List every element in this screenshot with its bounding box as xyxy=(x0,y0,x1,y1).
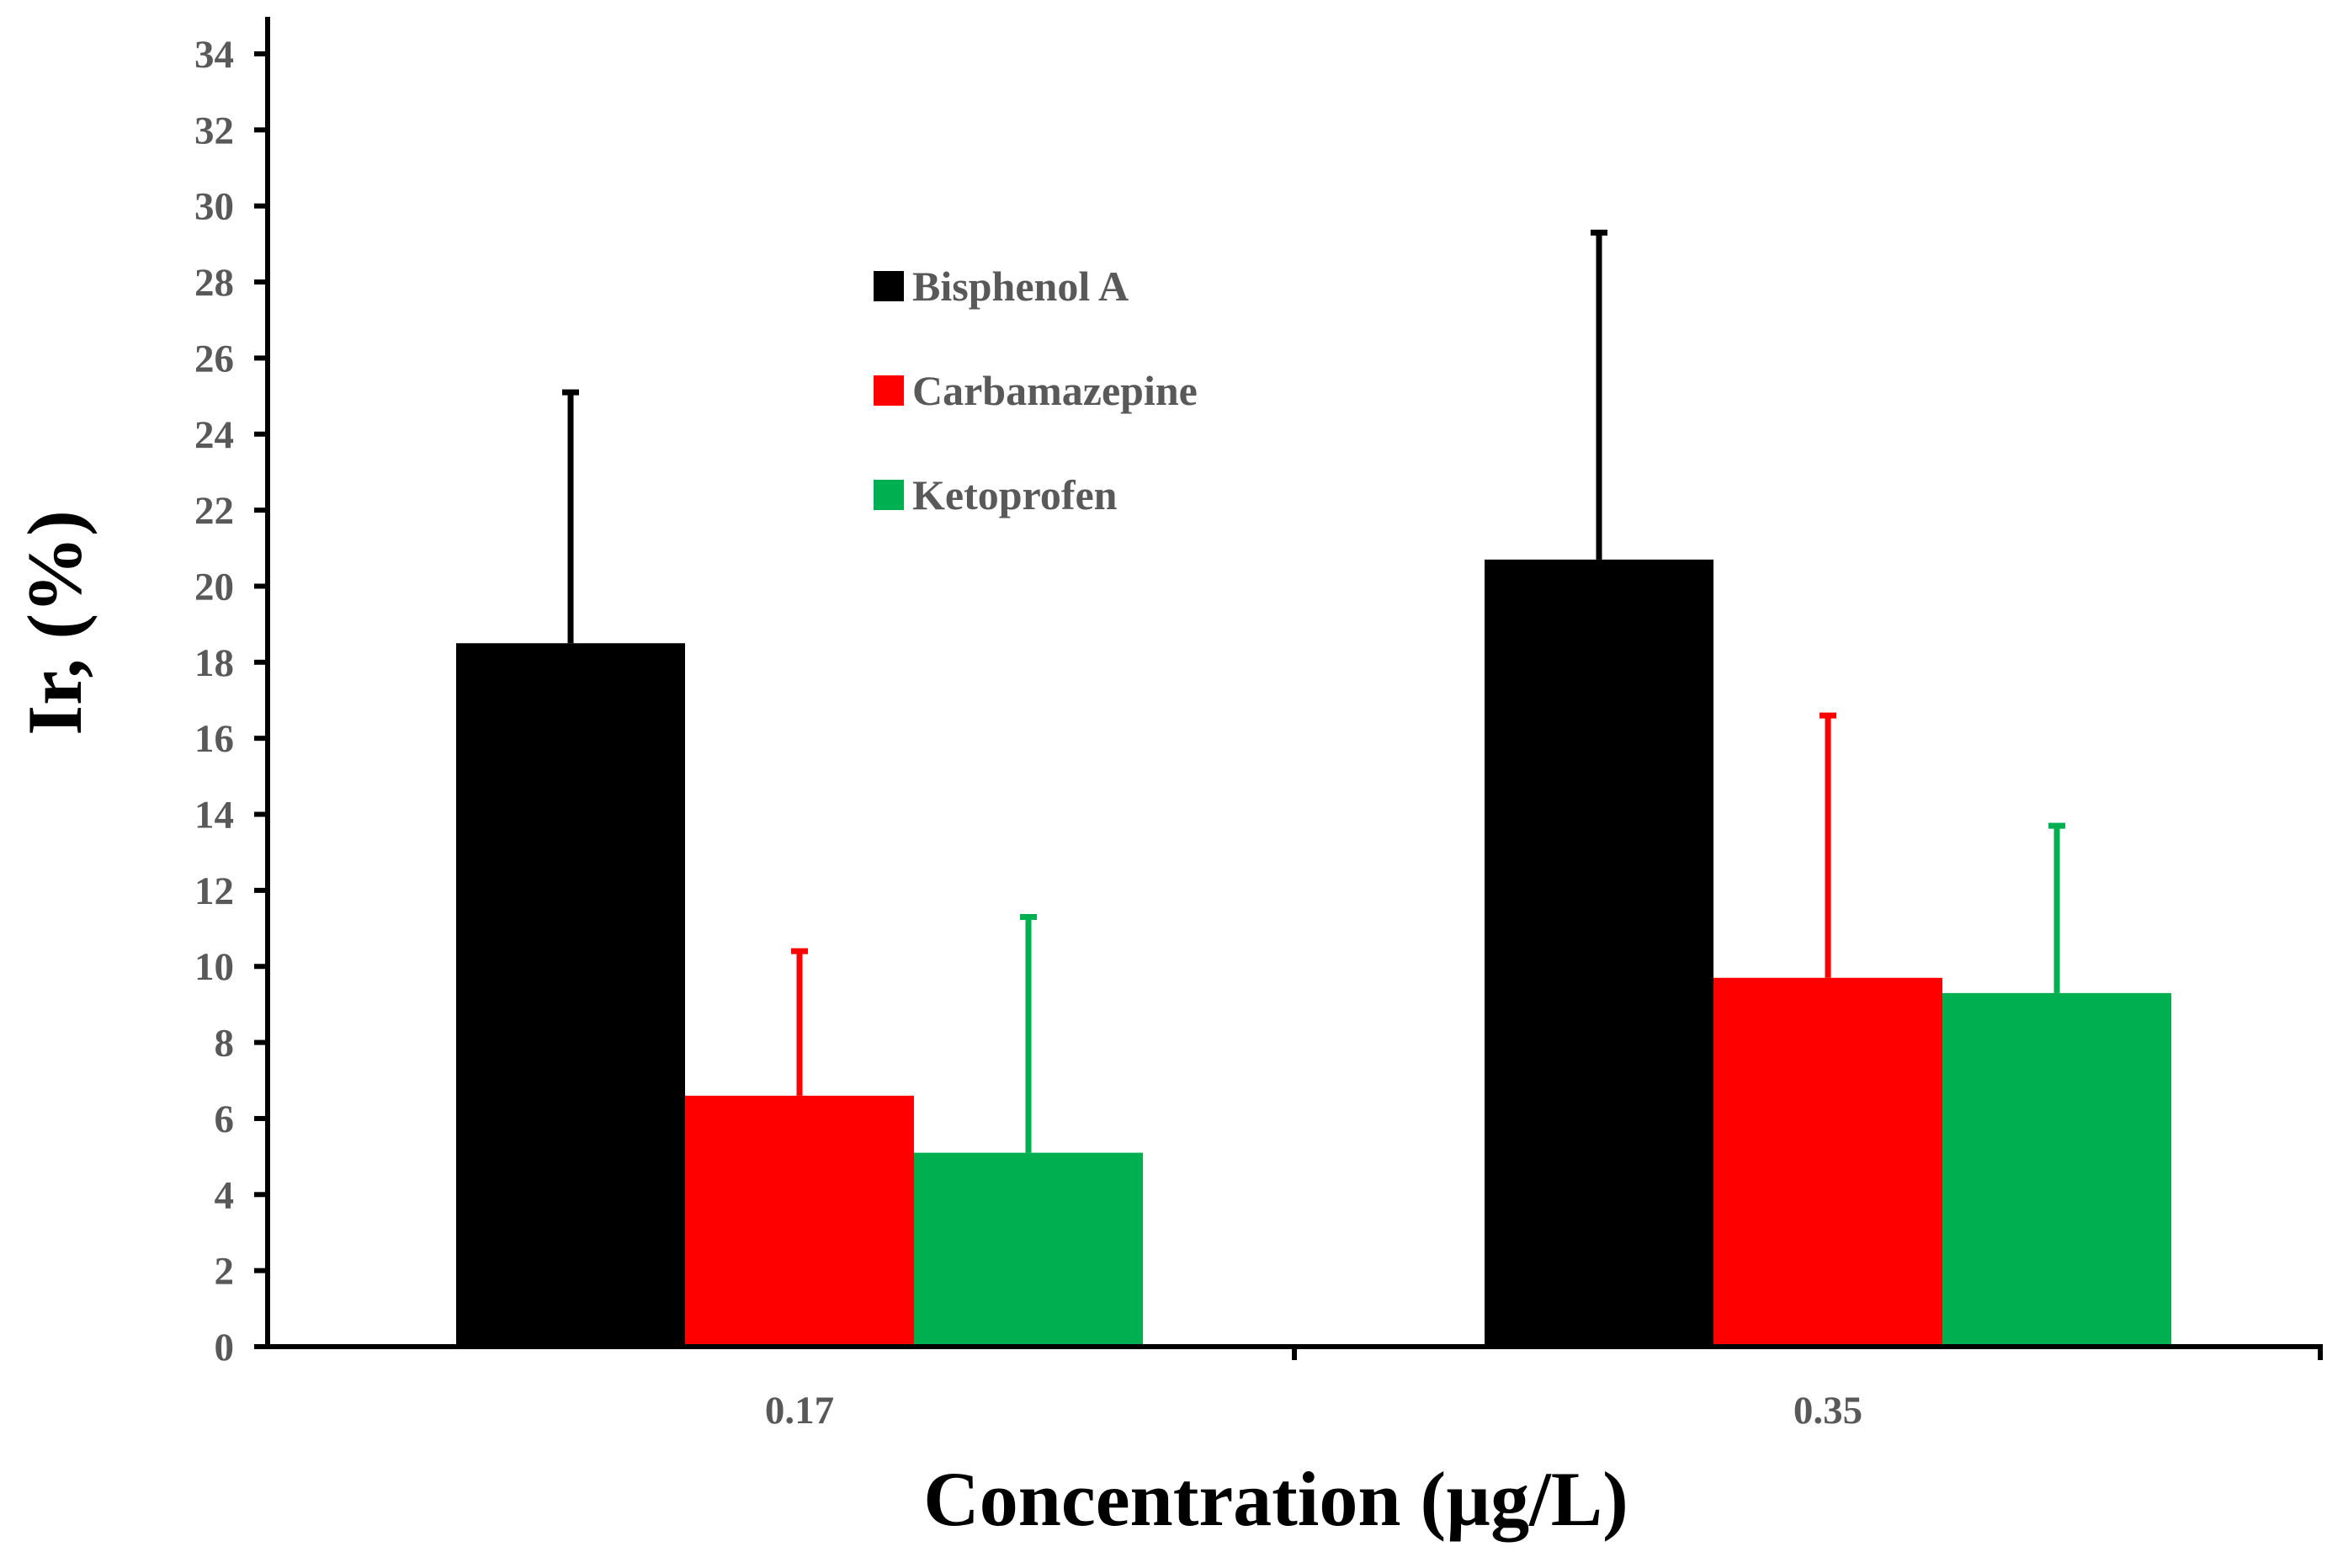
legend-label: Ketoprofen xyxy=(912,471,1118,518)
legend-label: Bisphenol A xyxy=(912,263,1129,310)
y-axis-title: Ir, (%) xyxy=(12,510,98,735)
legend: Bisphenol A Carbamazepine Ketoprofen xyxy=(874,263,1198,518)
y-tick-label: 12 xyxy=(194,869,234,913)
chart-container: 0 2 4 6 8 10 12 14 16 18 20 22 24 26 28 30 32 34 0.17 0.35… xyxy=(0,0,2343,1568)
y-tick-label: 14 xyxy=(194,794,234,837)
x-ticks-layer: 0.17 0.35 xyxy=(765,1347,2320,1432)
x-tick-label: 0.35 xyxy=(1793,1389,1862,1432)
x-tick-label: 0.17 xyxy=(765,1389,834,1432)
legend-label: Carbamazepine xyxy=(912,367,1198,414)
x-axis-title: Concentration (µg/L) xyxy=(923,1456,1628,1542)
bar-bisphenol-a-0.17 xyxy=(456,643,685,1347)
bar-ketoprofen-0.17 xyxy=(914,1153,1143,1347)
y-tick-label: 8 xyxy=(215,1022,235,1066)
bar-chart: 0246810121416182022242628303234 0.17 0.35… xyxy=(0,0,2343,1568)
bar-carbamazepine-0.17 xyxy=(685,1096,914,1347)
y-tick-label: 28 xyxy=(194,261,234,305)
y-tick-label: 2 xyxy=(215,1250,235,1294)
y-tick-label: 22 xyxy=(194,489,234,533)
y-tick-label: 30 xyxy=(194,185,234,229)
legend-swatch xyxy=(874,271,904,301)
y-tick-label: 24 xyxy=(194,413,234,457)
y-tick-label: 18 xyxy=(194,641,234,685)
y-tick-label: 20 xyxy=(194,565,234,609)
bar-carbamazepine-0.35 xyxy=(1713,978,1942,1347)
y-tick-label: 10 xyxy=(194,945,234,989)
bar-bisphenol-a-0.35 xyxy=(1485,560,1713,1347)
bars-layer xyxy=(456,560,2171,1347)
y-tick-label: 34 xyxy=(194,33,234,77)
bar-ketoprofen-0.35 xyxy=(1942,993,2171,1347)
y-tick-label: 32 xyxy=(194,109,234,152)
legend-swatch xyxy=(874,375,904,406)
y-tick-label: 4 xyxy=(215,1173,235,1217)
legend-swatch xyxy=(874,480,904,510)
y-tick-label: 0 xyxy=(215,1326,235,1369)
y-tick-label: 16 xyxy=(194,717,234,761)
y-tick-label: 26 xyxy=(194,337,234,380)
y-tick-label: 6 xyxy=(215,1098,235,1141)
